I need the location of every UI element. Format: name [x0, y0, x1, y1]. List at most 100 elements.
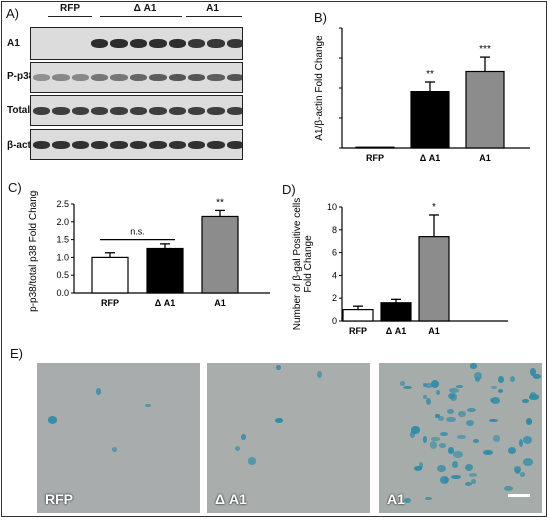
bar-2 [418, 236, 450, 322]
blot-band [129, 39, 148, 48]
blot-band [207, 39, 225, 48]
stained-cell [435, 389, 440, 395]
stained-cell [482, 450, 493, 456]
blot-band [129, 74, 148, 81]
panel-label-d: D) [282, 182, 296, 197]
bar-2 [465, 70, 505, 149]
stained-cell [440, 475, 450, 484]
blot-band [33, 106, 51, 115]
y-tick-label: 6 [332, 248, 337, 258]
chart-d: Number of β-gal Positive cells Fold Chan… [292, 198, 508, 336]
y-tick-label: 4 [332, 270, 337, 280]
stained-cell [468, 472, 478, 477]
category-label: Δ A1 [386, 326, 406, 336]
stained-cell [467, 408, 477, 413]
blot-group-line [100, 16, 182, 17]
y-tick-label: 2.0 [56, 217, 69, 227]
scale-bar [508, 494, 530, 497]
chart-c: p-p38/total p38 Fold Change 0.0 0.5 1.0 1.5… [28, 190, 270, 312]
stained-cell [248, 457, 257, 465]
blot-band [129, 106, 148, 115]
blot-band [168, 74, 186, 81]
blot-row-label: Total p38 [7, 105, 51, 116]
blot-band [71, 140, 90, 149]
stained-cell [515, 469, 520, 475]
stained-cell [464, 481, 473, 487]
stained-cell [532, 374, 542, 380]
stained-cell [425, 397, 431, 405]
stained-cell [455, 384, 464, 388]
blot-band [187, 74, 206, 81]
stained-cell [522, 398, 530, 404]
y-tick-label: 10 [327, 202, 337, 212]
bar-1 [380, 302, 412, 322]
blot-band [71, 74, 90, 81]
stained-cell [316, 371, 322, 379]
bar-0 [91, 256, 129, 294]
y-tick-label: 0.0 [56, 288, 69, 298]
blot-band [168, 106, 186, 115]
blot-group-line [48, 16, 92, 17]
chart-d-ylabel: Fold Change [303, 235, 314, 293]
stained-cell [519, 472, 526, 478]
significance-label: ** [216, 197, 224, 208]
blot-band [129, 140, 148, 149]
stained-cell [472, 438, 480, 443]
category-label: A1 [479, 153, 491, 163]
blot-band [110, 140, 128, 149]
blot-strip-a1 [30, 27, 243, 60]
stained-cell [450, 474, 461, 479]
blot-band [187, 106, 206, 115]
stained-cell [458, 410, 466, 418]
micrograph-rfp: RFP [37, 363, 200, 513]
category-label: RFP [366, 153, 384, 163]
blot-band [52, 106, 70, 115]
stained-cell [276, 364, 281, 371]
y-tick-label: 1.5 [56, 235, 69, 245]
stained-cell [430, 380, 439, 388]
category-label: Δ A1 [155, 298, 175, 308]
stained-cell [241, 433, 246, 441]
stained-cell [491, 385, 497, 389]
bar-2 [201, 215, 239, 294]
blot-strip-beta-actin [30, 129, 243, 160]
category-label: RFP [101, 298, 119, 308]
blot-band [226, 39, 242, 48]
stained-cell [422, 382, 427, 387]
y-tick-label: 1.0 [56, 252, 69, 262]
stained-cell [234, 445, 240, 451]
stained-cell [448, 392, 455, 400]
stained-cell [402, 385, 413, 389]
y-tick-label: 0 [332, 316, 337, 326]
y-tick-label: 8 [332, 225, 337, 235]
micrograph-label: Δ A1 [215, 491, 247, 507]
blot-band [207, 140, 225, 149]
bar-1 [146, 247, 184, 294]
stained-cell [446, 416, 456, 423]
blot-strip-total-p38 [30, 95, 243, 126]
micrograph-label: RFP [45, 491, 73, 507]
stained-cell [400, 381, 405, 387]
y-tick-label: 2 [332, 293, 337, 303]
blot-band [207, 74, 225, 81]
stained-cell [522, 457, 533, 466]
blot-band [110, 106, 128, 115]
blot-band [168, 140, 186, 149]
blot-band [91, 140, 109, 149]
stained-cell [449, 388, 459, 393]
blot-band [226, 140, 242, 149]
category-label: A1 [428, 326, 440, 336]
panel-label-b: B) [314, 10, 327, 25]
stained-cell [465, 420, 475, 427]
stained-cell [413, 466, 423, 472]
stained-cell [439, 443, 447, 448]
blot-row-label: A1 [7, 38, 20, 49]
stained-cell [522, 436, 532, 444]
comparison-label: n.s. [130, 227, 145, 237]
stained-cell [47, 416, 57, 424]
blot-row-label: β-actin [7, 140, 40, 151]
panel-label-e: E) [10, 346, 23, 361]
stained-cell [437, 415, 445, 421]
bar-1 [410, 90, 450, 149]
stained-cell [112, 446, 117, 452]
